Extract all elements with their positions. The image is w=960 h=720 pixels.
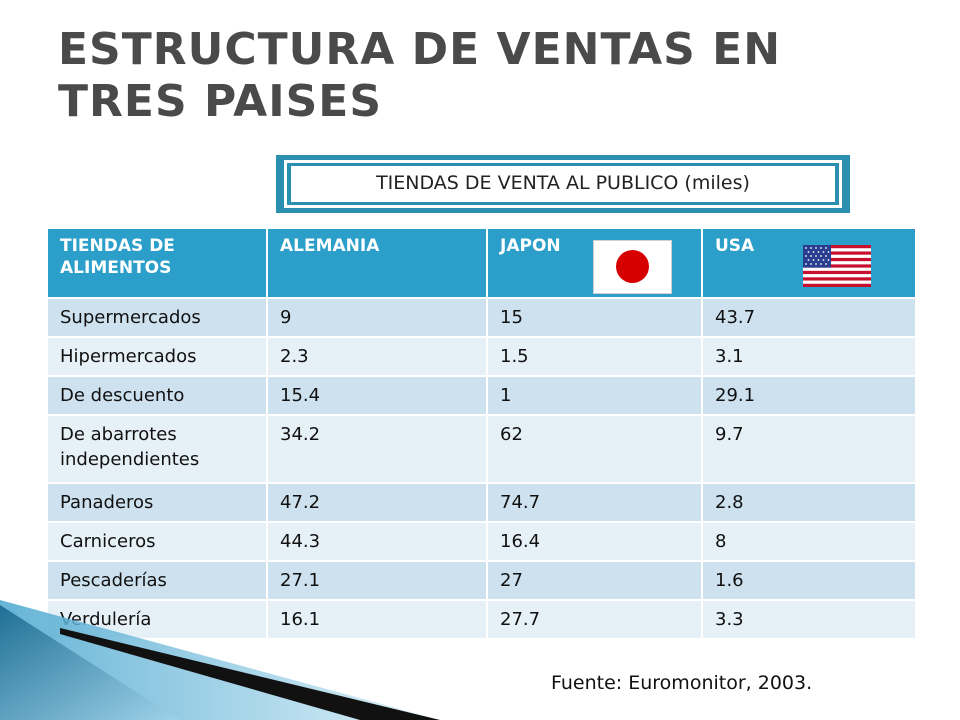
cell-store-type: De abarrotes independientes [48,415,268,484]
cell-germany: 47.2 [267,483,488,523]
header-germany: ALEMANIA [267,229,488,299]
cell-store-type: Hipermercados [48,337,268,377]
usa-flag-icon [803,245,871,287]
cell-usa: 3.1 [702,337,917,377]
cell-japan: 15 [487,298,703,338]
cell-germany: 16.1 [267,600,488,640]
cell-usa: 8 [702,522,917,562]
cell-usa: 43.7 [702,298,917,338]
cell-store-type: Pescaderías [48,561,268,601]
cell-germany: 44.3 [267,522,488,562]
table-row: Pescaderías 27.1 27 1.6 [48,561,917,601]
cell-japan: 16.4 [487,522,703,562]
table-row: Supermercados 9 15 43.7 [48,298,917,338]
cell-germany: 15.4 [267,376,488,416]
cell-germany: 9 [267,298,488,338]
japan-flag-sun [616,250,649,283]
table-row: Carniceros 44.3 16.4 8 [48,522,917,562]
cell-usa: 29.1 [702,376,917,416]
cell-japan: 1.5 [487,337,703,377]
cell-japan: 27 [487,561,703,601]
table-row: Panaderos 47.2 74.7 2.8 [48,483,917,523]
table-row: Hipermercados 2.3 1.5 3.1 [48,337,917,377]
corner-decoration [0,600,440,720]
cell-germany: 27.1 [267,561,488,601]
cell-usa: 3.3 [702,600,917,640]
table-header-row: TIENDAS DE ALIMENTOS ALEMANIA JAPON USA [48,229,917,299]
cell-usa: 2.8 [702,483,917,523]
table-row: De descuento 15.4 1 29.1 [48,376,917,416]
header-store-type: TIENDAS DE ALIMENTOS [48,229,268,299]
source-note: Fuente: Euromonitor, 2003. [551,672,813,694]
cell-store-type: Panaderos [48,483,268,523]
cell-store-type: Carniceros [48,522,268,562]
subtitle: TIENDAS DE VENTA AL PUBLICO (miles) [291,166,835,202]
table-row: De abarrotes independientes 34.2 62 9.7 [48,415,917,484]
page-title: ESTRUCTURA DE VENTAS EN TRES PAISES [58,24,782,127]
cell-usa: 1.6 [702,561,917,601]
japan-flag-icon [593,240,672,294]
cell-germany: 34.2 [267,415,488,484]
cell-japan: 27.7 [487,600,703,640]
sales-table: TIENDAS DE ALIMENTOS ALEMANIA JAPON USA … [48,229,917,640]
cell-japan: 1 [487,376,703,416]
cell-store-type: Supermercados [48,298,268,338]
cell-japan: 74.7 [487,483,703,523]
cell-usa: 9.7 [702,415,917,484]
cell-japan: 62 [487,415,703,484]
table-row: Verdulería 16.1 27.7 3.3 [48,600,917,640]
subtitle-inner-frame: TIENDAS DE VENTA AL PUBLICO (miles) [284,160,842,208]
cell-germany: 2.3 [267,337,488,377]
subtitle-frame: TIENDAS DE VENTA AL PUBLICO (miles) [276,155,850,213]
cell-store-type: De descuento [48,376,268,416]
